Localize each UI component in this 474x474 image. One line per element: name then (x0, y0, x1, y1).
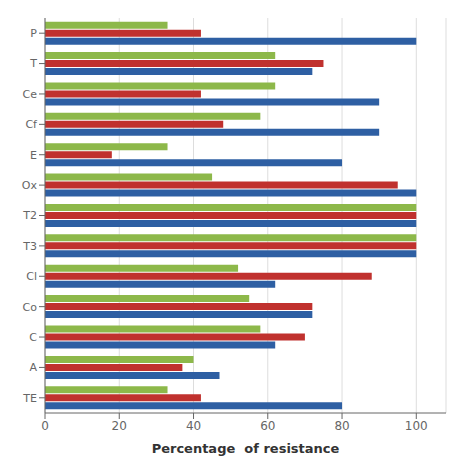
svg-text:E: E (30, 149, 37, 162)
svg-text:Percentage of resistance: Percentage of resistance (152, 441, 340, 456)
svg-text:T2: T2 (22, 209, 37, 222)
svg-text:80: 80 (334, 419, 349, 433)
svg-text:0: 0 (41, 419, 49, 433)
svg-text:60: 60 (260, 419, 275, 433)
svg-text:100: 100 (405, 419, 428, 433)
svg-text:P: P (30, 27, 37, 40)
svg-text:40: 40 (186, 419, 201, 433)
svg-text:Co: Co (23, 301, 38, 314)
svg-text:Cf: Cf (25, 118, 38, 131)
svg-text:20: 20 (112, 419, 127, 433)
svg-text:C: C (29, 331, 37, 344)
svg-text:Ox: Ox (22, 179, 38, 192)
svg-text:T: T (29, 57, 37, 70)
svg-text:Ce: Ce (23, 88, 38, 101)
svg-text:Cl: Cl (26, 270, 37, 283)
svg-text:TE: TE (22, 392, 37, 405)
svg-text:A: A (29, 361, 37, 374)
svg-text:T3: T3 (22, 240, 37, 253)
